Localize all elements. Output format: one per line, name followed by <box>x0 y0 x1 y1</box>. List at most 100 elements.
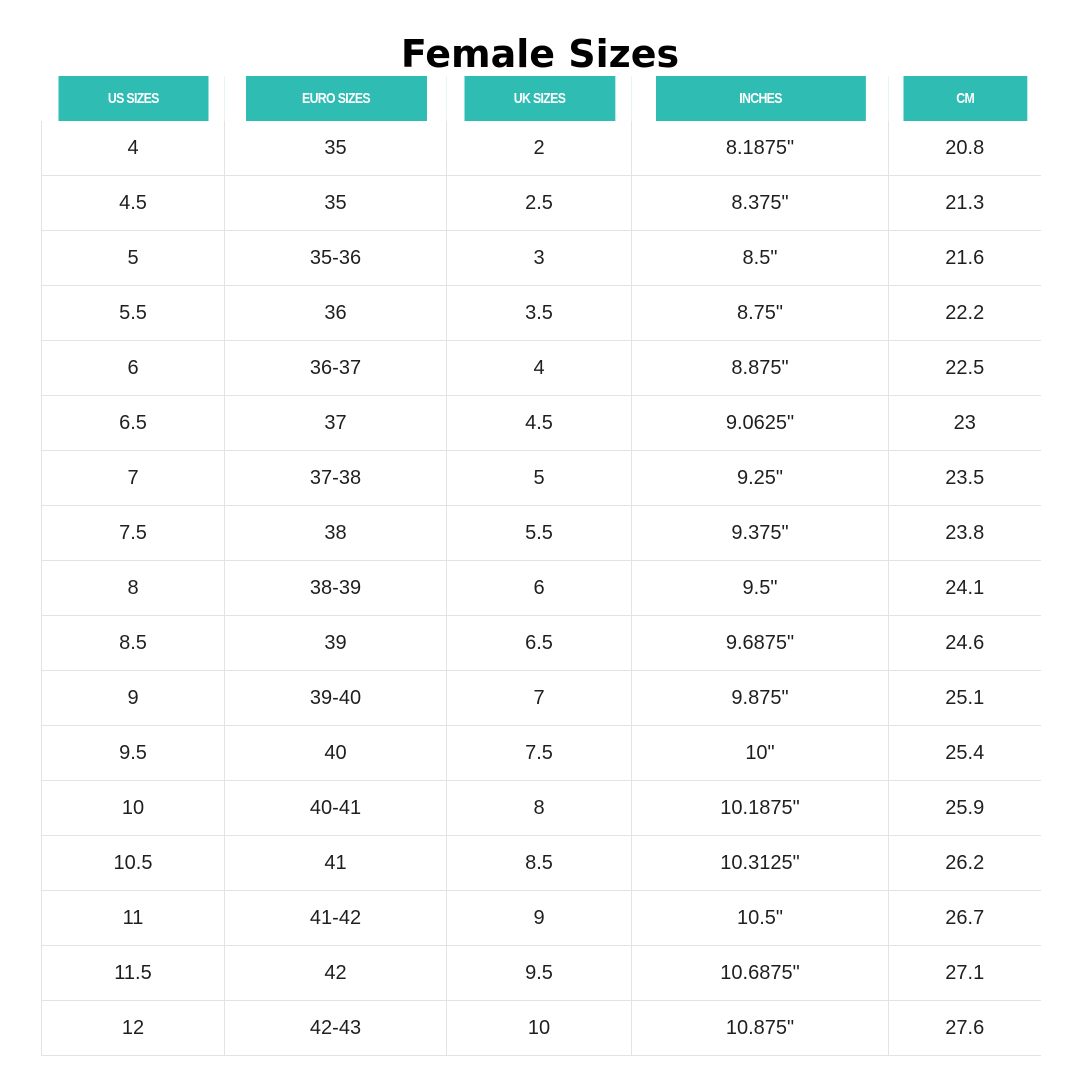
euro-size-cell: 37 <box>224 395 447 451</box>
us-size-cell: 11 <box>41 890 225 946</box>
table-row: 4 35 2 8.1875" 20.8 <box>41 121 1041 176</box>
inches-cell: 9.0625" <box>631 395 889 451</box>
inches-cell: 9.6875" <box>631 615 889 671</box>
cm-cell: 27.6 <box>888 1000 1041 1056</box>
us-size-cell: 4 <box>41 121 225 176</box>
euro-size-cell: 35 <box>224 175 447 231</box>
header-inches: INCHES <box>654 76 866 121</box>
cm-cell: 21.3 <box>888 175 1041 231</box>
table-row: 12 42-43 10 10.875" 27.6 <box>41 1000 1041 1056</box>
us-size-cell: 9 <box>41 670 225 726</box>
table-row: 8.5 39 6.5 9.6875" 24.6 <box>41 615 1041 671</box>
inches-cell: 10.1875" <box>631 780 889 836</box>
euro-size-cell: 39-40 <box>224 670 447 726</box>
table-row: 6.5 37 4.5 9.0625" 23 <box>41 395 1041 451</box>
us-size-cell: 12 <box>41 1000 225 1056</box>
euro-size-cell: 35 <box>224 121 447 176</box>
inches-cell: 8.5" <box>631 230 889 286</box>
euro-size-cell: 38 <box>224 505 447 561</box>
cm-cell: 21.6 <box>888 230 1041 286</box>
euro-size-cell: 39 <box>224 615 447 671</box>
table-row: 11.5 42 9.5 10.6875" 27.1 <box>41 945 1041 1001</box>
euro-size-cell: 41 <box>224 835 447 891</box>
cm-cell: 25.4 <box>888 725 1041 781</box>
uk-size-cell: 4.5 <box>446 395 632 451</box>
uk-size-cell: 2 <box>446 121 632 176</box>
table-row: 7.5 38 5.5 9.375" 23.8 <box>41 505 1041 561</box>
uk-size-cell: 3.5 <box>446 285 632 341</box>
inches-cell: 10.5" <box>631 890 889 946</box>
euro-size-cell: 35-36 <box>224 230 447 286</box>
inches-cell: 10.875" <box>631 1000 889 1056</box>
table-row: 9 39-40 7 9.875" 25.1 <box>41 670 1041 726</box>
uk-size-cell: 7.5 <box>446 725 632 781</box>
uk-size-cell: 9.5 <box>446 945 632 1001</box>
table-row: 10 40-41 8 10.1875" 25.9 <box>41 780 1041 836</box>
euro-size-cell: 36 <box>224 285 447 341</box>
table-body: 4 35 2 8.1875" 20.8 4.5 35 2.5 8.375" 21.3 5 35-36 3… <box>41 121 1041 1056</box>
euro-size-cell: 40 <box>224 725 447 781</box>
table-header: US SIZES EURO SIZES UK SIZES INCHES CM <box>42 76 1041 121</box>
euro-size-cell: 42-43 <box>224 1000 447 1056</box>
cm-cell: 24.6 <box>888 615 1041 671</box>
table-row: 9.5 40 7.5 10" 25.4 <box>41 725 1041 781</box>
us-size-cell: 5 <box>41 230 225 286</box>
inches-cell: 8.375" <box>631 175 889 231</box>
euro-size-cell: 41-42 <box>224 890 447 946</box>
table-row: 11 41-42 9 10.5" 26.7 <box>41 890 1041 946</box>
us-size-cell: 4.5 <box>41 175 225 231</box>
uk-size-cell: 5.5 <box>446 505 632 561</box>
us-size-cell: 10.5 <box>41 835 225 891</box>
inches-cell: 10.6875" <box>631 945 889 1001</box>
header-cm: CM <box>902 76 1027 121</box>
uk-size-cell: 3 <box>446 230 632 286</box>
page-title: Female Sizes <box>400 32 680 76</box>
table-row: 4.5 35 2.5 8.375" 21.3 <box>41 175 1041 231</box>
us-size-cell: 10 <box>41 780 225 836</box>
header-row: US SIZES EURO SIZES UK SIZES INCHES CM <box>42 76 1041 121</box>
uk-size-cell: 10 <box>446 1000 632 1056</box>
inches-cell: 9.5" <box>631 560 889 616</box>
us-size-cell: 6.5 <box>41 395 225 451</box>
uk-size-cell: 4 <box>446 340 632 396</box>
euro-size-cell: 38-39 <box>224 560 447 616</box>
table-row: 7 37-38 5 9.25" 23.5 <box>41 450 1041 506</box>
cm-cell: 25.9 <box>888 780 1041 836</box>
us-size-cell: 5.5 <box>41 285 225 341</box>
inches-cell: 9.25" <box>631 450 889 506</box>
uk-size-cell: 5 <box>446 450 632 506</box>
cm-cell: 22.5 <box>888 340 1041 396</box>
inches-cell: 8.1875" <box>631 121 889 176</box>
table-row: 8 38-39 6 9.5" 24.1 <box>41 560 1041 616</box>
cm-cell: 22.2 <box>888 285 1041 341</box>
us-size-cell: 8 <box>41 560 225 616</box>
us-size-cell: 7.5 <box>41 505 225 561</box>
size-chart-table: US SIZES EURO SIZES UK SIZES INCHES CM 4… <box>41 76 1041 1056</box>
us-size-cell: 6 <box>41 340 225 396</box>
table-row: 10.5 41 8.5 10.3125" 26.2 <box>41 835 1041 891</box>
euro-size-cell: 36-37 <box>224 340 447 396</box>
table-row: 5.5 36 3.5 8.75" 22.2 <box>41 285 1041 341</box>
cm-cell: 20.8 <box>888 121 1041 176</box>
inches-cell: 8.875" <box>631 340 889 396</box>
cm-cell: 24.1 <box>888 560 1041 616</box>
inches-cell: 9.375" <box>631 505 889 561</box>
table-row: 6 36-37 4 8.875" 22.5 <box>41 340 1041 396</box>
cm-cell: 23.5 <box>888 450 1041 506</box>
uk-size-cell: 8.5 <box>446 835 632 891</box>
us-size-cell: 8.5 <box>41 615 225 671</box>
table-row: 5 35-36 3 8.5" 21.6 <box>41 230 1041 286</box>
header-euro-sizes: EURO SIZES <box>244 76 427 121</box>
inches-cell: 10" <box>631 725 889 781</box>
uk-size-cell: 2.5 <box>446 175 632 231</box>
us-size-cell: 9.5 <box>41 725 225 781</box>
uk-size-cell: 9 <box>446 890 632 946</box>
uk-size-cell: 6.5 <box>446 615 632 671</box>
euro-size-cell: 42 <box>224 945 447 1001</box>
euro-size-cell: 37-38 <box>224 450 447 506</box>
us-size-cell: 7 <box>41 450 225 506</box>
cm-cell: 26.2 <box>888 835 1041 891</box>
cm-cell: 26.7 <box>888 890 1041 946</box>
euro-size-cell: 40-41 <box>224 780 447 836</box>
header-us-sizes: US SIZES <box>57 76 209 121</box>
